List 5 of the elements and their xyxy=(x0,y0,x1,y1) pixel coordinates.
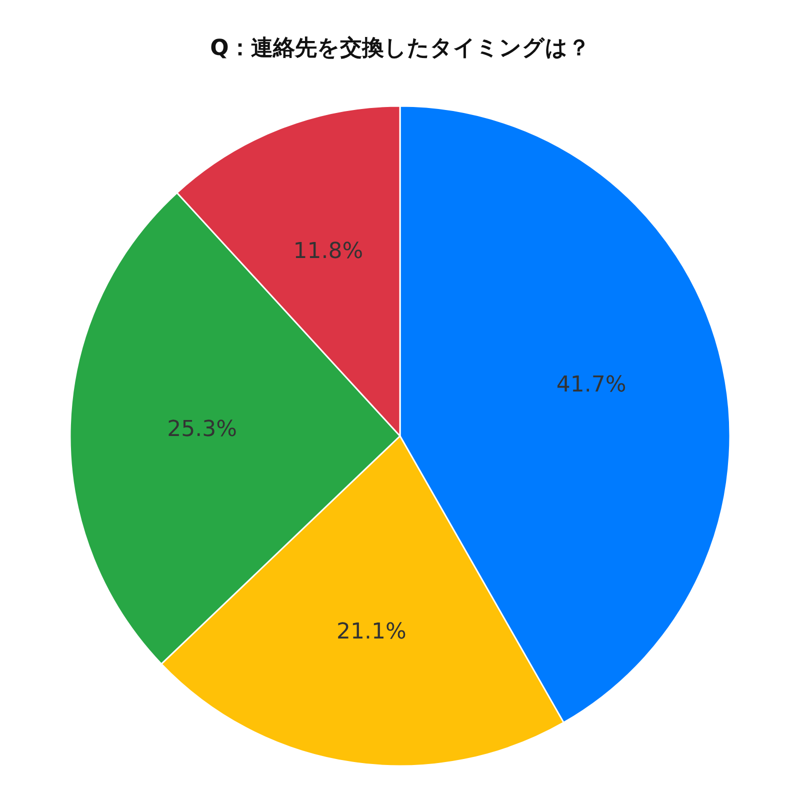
data-label: 11.8% xyxy=(293,238,364,264)
data-label: 21.1% xyxy=(336,619,406,644)
data-label: 41.7% xyxy=(556,372,626,398)
chart-title: Q：連絡先を交換したタイミングは？ xyxy=(210,35,590,61)
data-label: 25.3% xyxy=(167,416,238,442)
